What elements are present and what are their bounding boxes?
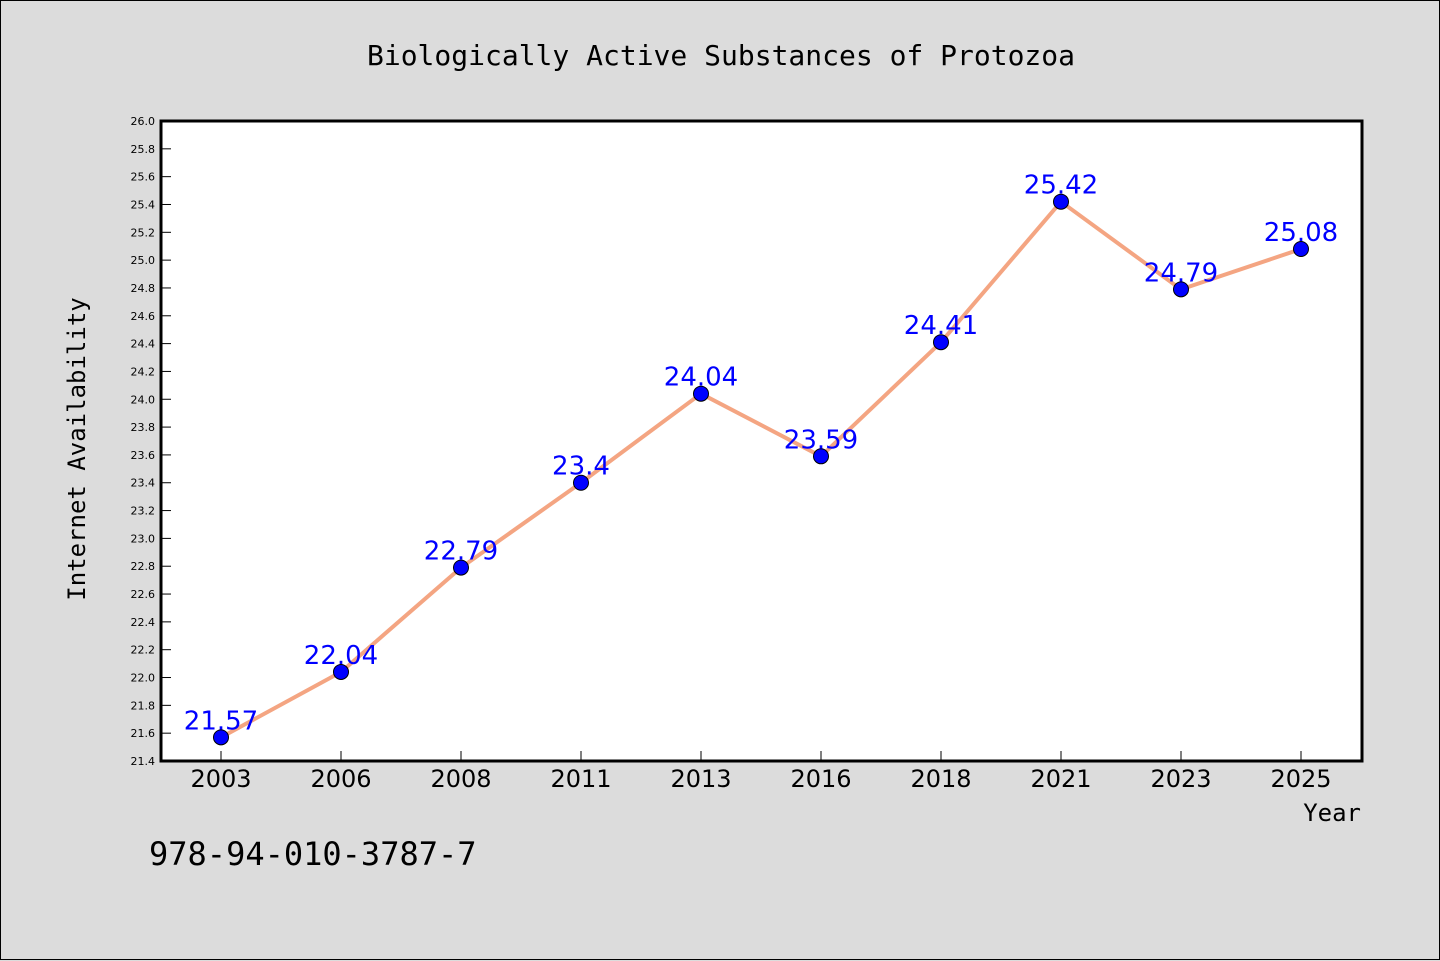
- y-tick-label: 22.2: [131, 644, 156, 657]
- data-point: [453, 559, 469, 576]
- data-label: 22.04: [304, 641, 378, 671]
- y-tick-label: 24.0: [131, 393, 156, 406]
- x-tick-label: 2021: [1030, 765, 1091, 793]
- data-point: [333, 663, 349, 680]
- data-label: 25.42: [1024, 171, 1098, 201]
- y-axis: 21.4 21.6 21.8 22.0 22.2 22.4 22.6 22.8 23.0 23.2…: [131, 115, 171, 768]
- data-point: [933, 334, 949, 351]
- y-axis-label: Internet Availability: [63, 297, 91, 600]
- y-tick-label: 23.4: [131, 477, 156, 490]
- x-tick-label: 2023: [1150, 765, 1211, 793]
- y-tick-label: 25.2: [131, 226, 156, 239]
- data-point: [813, 448, 829, 465]
- data-point: [693, 385, 709, 402]
- data-label: 24.79: [1144, 258, 1218, 288]
- y-tick-label: 25.8: [131, 143, 156, 156]
- y-tick-label: 25.0: [131, 254, 156, 267]
- x-tick-label: 2016: [790, 765, 851, 793]
- data-point: [1173, 281, 1189, 298]
- footer-isbn: 978-94-010-3787-7: [149, 835, 477, 873]
- x-tick-label: 2025: [1270, 765, 1331, 793]
- y-tick-label: 24.8: [131, 282, 156, 295]
- y-tick-label: 23.6: [131, 449, 156, 462]
- series-line: [220, 199, 1302, 740]
- data-point: [1293, 241, 1309, 257]
- y-tick-label: 26.0: [131, 115, 156, 128]
- data-series: 21.57 22.04 22.79 23.4 24.04 23.59 24.41 25.42 2…: [184, 171, 1338, 746]
- x-axis: 2003 2006 2008 2011 2013 2016 2018 2021 2023 2025: [190, 751, 1332, 793]
- data-label: 23.59: [784, 425, 858, 455]
- y-tick-label: 21.4: [131, 755, 156, 768]
- x-tick-label: 2011: [550, 765, 611, 793]
- y-tick-label: 23.2: [131, 505, 156, 518]
- y-tick-label: 24.2: [131, 365, 156, 378]
- y-tick-label: 21.6: [131, 727, 156, 740]
- data-label: 22.79: [424, 537, 498, 567]
- y-tick-label: 22.0: [131, 672, 156, 685]
- y-tick-label: 21.8: [131, 699, 156, 712]
- y-tick-label: 25.4: [131, 198, 156, 211]
- y-tick-label: 23.8: [131, 421, 156, 434]
- x-tick-label: 2006: [310, 765, 371, 793]
- data-label: 23.4: [552, 452, 610, 482]
- y-tick-label: 23.0: [131, 532, 156, 545]
- x-tick-label: 2013: [670, 765, 731, 793]
- data-label: 24.04: [664, 363, 738, 393]
- x-tick-label: 2003: [190, 765, 251, 793]
- chart-title: Biologically Active Substances of Protoz…: [367, 39, 1075, 72]
- data-label: 25.08: [1264, 218, 1338, 248]
- y-tick-label: 22.8: [131, 560, 156, 573]
- y-tick-label: 24.6: [131, 310, 156, 323]
- data-point: [213, 729, 229, 746]
- x-tick-label: 2008: [430, 765, 491, 793]
- data-point: [1053, 193, 1069, 210]
- y-tick-label: 24.4: [131, 338, 156, 351]
- y-tick-label: 22.4: [131, 616, 156, 629]
- data-label: 21.57: [184, 706, 258, 736]
- data-label: 24.41: [904, 311, 978, 341]
- y-tick-label: 25.6: [131, 171, 156, 184]
- x-axis-label: Year: [1303, 799, 1361, 827]
- y-tick-label: 22.6: [131, 588, 156, 601]
- data-point: [573, 474, 589, 491]
- x-tick-label: 2018: [910, 765, 971, 793]
